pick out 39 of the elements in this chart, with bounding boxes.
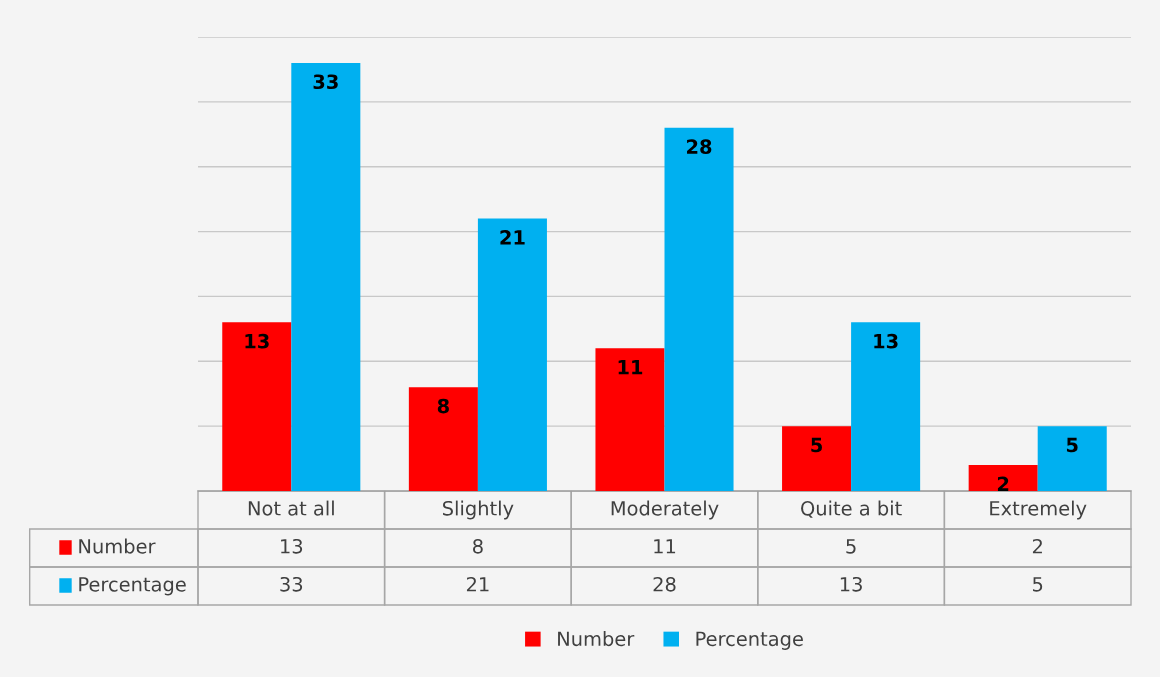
- data-label: 8: [473, 538, 483, 554]
- data-label: 28: [653, 576, 676, 592]
- bar: [408, 387, 478, 491]
- data-label: 13: [281, 538, 303, 554]
- data-label: 33: [280, 576, 303, 592]
- text: Number: [558, 631, 635, 647]
- bar: [222, 322, 292, 491]
- x-tick-label: Extremely: [990, 500, 1087, 520]
- bar: [851, 322, 921, 491]
- text: 5: [1066, 437, 1078, 453]
- text: 33: [313, 74, 338, 90]
- text: 21: [500, 230, 525, 245]
- x-tick-label: Not at all: [248, 500, 334, 516]
- x-tick-label: Moderately: [611, 500, 719, 520]
- bar: [291, 62, 361, 491]
- bar: [782, 426, 852, 491]
- data-label: 5: [1033, 577, 1043, 592]
- text: 13: [874, 333, 898, 349]
- bar: [477, 218, 547, 491]
- x-tick-label: Slightly: [443, 500, 514, 520]
- bar: [968, 465, 1038, 491]
- bar: [664, 127, 734, 491]
- text: 28: [687, 139, 712, 154]
- data-label: 5: [846, 539, 856, 554]
- text: 2: [997, 476, 1009, 491]
- text: 13: [245, 333, 269, 349]
- data-label: 11: [654, 539, 676, 554]
- text: 11: [618, 360, 643, 375]
- bar: [1037, 426, 1107, 491]
- text: Percentage: [696, 631, 803, 650]
- text: 5: [811, 437, 822, 453]
- data-label: 2: [1032, 538, 1042, 554]
- data-label: 13: [840, 576, 862, 592]
- text: 8: [437, 398, 449, 414]
- x-tick-label: Quite a bit: [801, 500, 902, 518]
- bar: [595, 348, 665, 491]
- legend-label: Number: [79, 538, 156, 554]
- data-label: 21: [466, 576, 489, 592]
- legend-label: Percentage: [79, 577, 186, 596]
